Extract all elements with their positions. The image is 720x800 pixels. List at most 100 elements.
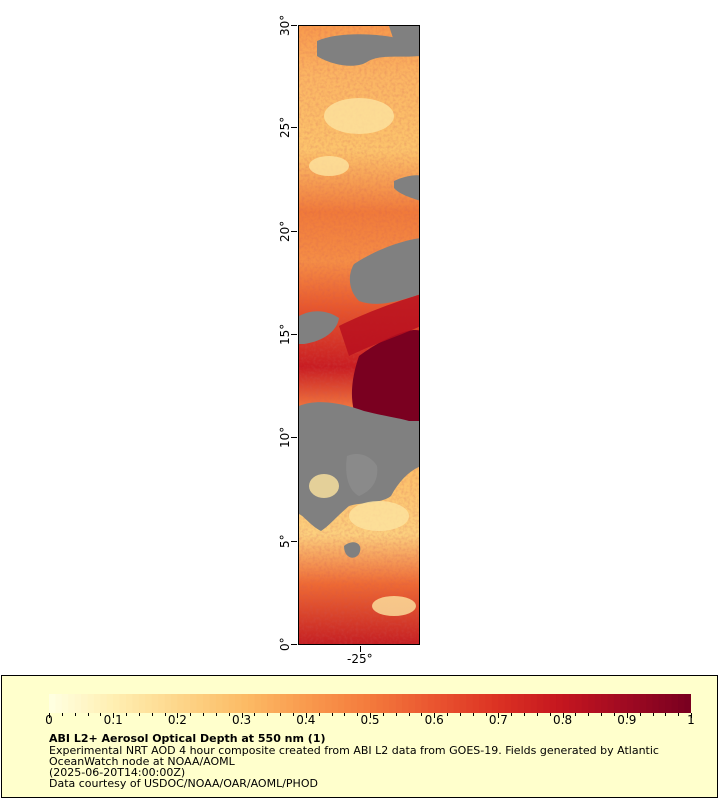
colorbar-minor-tick	[280, 713, 282, 716]
colorbar-step	[132, 694, 140, 713]
colorbar-minor-tick	[138, 713, 140, 716]
colorbar-step	[626, 694, 634, 713]
colorbar-step	[447, 694, 455, 713]
colorbar-major-tick	[370, 713, 371, 718]
colorbar-label: 1	[687, 713, 695, 727]
colorbar-minor-tick	[74, 713, 76, 716]
colorbar-minor-tick	[485, 713, 487, 716]
colorbar-step	[459, 694, 467, 713]
colorbar-major-tick	[241, 713, 243, 718]
colorbar-step	[613, 694, 621, 713]
colorbar-step	[549, 694, 557, 713]
y-tick-30	[291, 25, 297, 26]
colorbar-minor-tick	[511, 713, 513, 716]
colorbar-step	[260, 694, 268, 713]
colorbar-step	[530, 694, 538, 713]
colorbar-minor-tick	[549, 713, 551, 716]
colorbar-minor-tick	[228, 713, 230, 716]
y-label-5: 5°	[278, 534, 292, 548]
aod-map	[299, 26, 419, 644]
colorbar-step	[183, 694, 191, 713]
colorbar-minor-tick	[331, 713, 333, 716]
colorbar-minor-tick	[472, 713, 474, 716]
y-label-20: 20°	[278, 220, 292, 242]
colorbar-step	[427, 694, 435, 713]
colorbar-step	[485, 694, 493, 713]
colorbar-step	[61, 694, 69, 713]
colorbar-label: 0.6	[424, 713, 444, 727]
colorbar-step	[145, 694, 153, 713]
colorbar-step	[646, 694, 654, 713]
colorbar-major-tick	[691, 713, 692, 718]
colorbar-step	[491, 694, 499, 713]
colorbar-step	[370, 694, 378, 713]
colorbar-minor-tick	[652, 713, 654, 716]
legend-panel: 0 0.1 0.2 0.3 0.4 0.5 0.6 0.7 0.8 0.9 1 ABI L2+ Ae…	[1, 675, 718, 798]
colorbar-step	[299, 694, 307, 713]
colorbar-step	[357, 694, 365, 713]
colorbar-step	[280, 694, 288, 713]
colorbar-step	[408, 694, 416, 713]
colorbar-step	[151, 694, 159, 713]
colorbar-step	[81, 694, 89, 713]
x-label-minus25: -25°	[347, 652, 373, 666]
colorbar-step	[453, 694, 461, 713]
y-tick-0	[291, 644, 297, 645]
colorbar-step	[588, 694, 596, 713]
colorbar-step	[196, 694, 204, 713]
colorbar-step	[633, 694, 641, 713]
colorbar-major-tick	[498, 713, 500, 718]
colorbar-step	[479, 694, 487, 713]
colorbar-step	[267, 694, 275, 713]
colorbar-step	[607, 694, 615, 713]
colorbar-step	[594, 694, 602, 713]
colorbar-step	[292, 694, 300, 713]
colorbar-major-tick	[49, 713, 50, 718]
colorbar-step	[248, 694, 256, 713]
colorbar-major-tick	[562, 713, 564, 718]
missing-data-areas	[299, 26, 419, 558]
colorbar-step	[241, 694, 249, 713]
y-tick-10	[291, 437, 297, 438]
colorbar-step	[382, 694, 390, 713]
y-tick-5	[291, 541, 297, 542]
colorbar-minor-tick	[254, 713, 256, 716]
colorbar-step	[472, 694, 480, 713]
colorbar-label: 0.2	[167, 713, 187, 727]
colorbar-step	[164, 694, 172, 713]
colorbar-step	[665, 694, 673, 713]
colorbar-step	[498, 694, 506, 713]
colorbar-step	[170, 694, 178, 713]
colorbar-step	[209, 694, 217, 713]
colorbar-label: 0.9	[617, 713, 637, 727]
colorbar-step	[658, 694, 666, 713]
colorbar-step	[517, 694, 525, 713]
colorbar-step	[235, 694, 243, 713]
colorbar-label: 0.7	[488, 713, 508, 727]
colorbar-minor-tick	[61, 713, 63, 716]
legend-credit: Data courtesy of USDOC/NOAA/OAR/AOML/PHO…	[49, 777, 318, 790]
colorbar-step	[376, 694, 384, 713]
colorbar-step	[344, 694, 352, 713]
colorbar-step	[286, 694, 294, 713]
colorbar-step	[524, 694, 532, 713]
colorbar-step	[318, 694, 326, 713]
colorbar-label: 0.5	[360, 713, 380, 727]
colorbar-step	[678, 694, 686, 713]
colorbar-step	[222, 694, 230, 713]
colorbar-minor-tick	[665, 713, 667, 716]
colorbar-step	[504, 694, 512, 713]
y-label-0: 0°	[278, 637, 292, 651]
colorbar-step	[601, 694, 609, 713]
colorbar-step	[273, 694, 281, 713]
legend-timestamp: (2025-06-20T14:00:00Z)	[49, 766, 186, 779]
map-frame[interactable]	[298, 25, 420, 645]
colorbar-minor-tick	[524, 713, 526, 716]
y-label-30: 30°	[278, 14, 292, 36]
colorbar-step	[511, 694, 519, 713]
colorbar-minor-tick	[100, 713, 102, 716]
colorbar-step	[337, 694, 345, 713]
colorbar-step	[569, 694, 577, 713]
colorbar-step	[350, 694, 358, 713]
colorbar-step	[100, 694, 108, 713]
